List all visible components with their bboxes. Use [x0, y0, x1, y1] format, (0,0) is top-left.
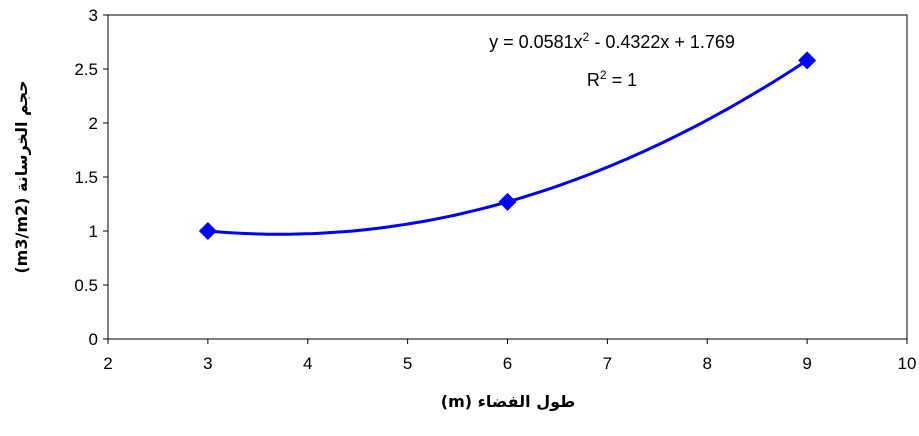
x-tick-label: 3 — [203, 354, 212, 373]
x-axis-title: طول الفضاء (m) — [441, 392, 575, 411]
y-tick-label: 2.5 — [74, 60, 98, 79]
y-tick-label: 3 — [89, 6, 98, 25]
x-tick-label: 4 — [303, 354, 312, 373]
plot-area — [107, 14, 908, 340]
x-tick-label: 2 — [103, 354, 112, 373]
x-tick-label: 7 — [603, 354, 612, 373]
trendline-equation: y = 0.0581x2 - 0.4322x + 1.769 — [489, 30, 735, 52]
y-axis: 0 0.5 1 1.5 2 2.5 3 — [74, 6, 108, 349]
x-tick-label: 8 — [703, 354, 712, 373]
r-squared-label: R2 = 1 — [587, 68, 637, 90]
data-point-marker — [498, 192, 517, 211]
y-axis-title: حجم الخرسانة (m3/m2) — [12, 80, 31, 273]
y-tick-label: 2 — [89, 114, 98, 133]
data-point-marker — [198, 222, 217, 240]
y-tick-label: 1 — [89, 222, 98, 241]
x-tick-label: 9 — [802, 354, 811, 373]
y-tick-label: 1.5 — [74, 168, 98, 187]
x-tick-label: 10 — [898, 354, 917, 373]
x-axis: 2 3 4 5 6 7 8 9 10 — [103, 339, 916, 373]
data-point-marker — [798, 51, 817, 70]
y-tick-label: 0 — [89, 330, 98, 349]
data-points — [198, 51, 817, 240]
y-tick-label: 0.5 — [74, 276, 98, 295]
x-tick-label: 5 — [403, 354, 412, 373]
x-tick-label: 6 — [503, 354, 512, 373]
